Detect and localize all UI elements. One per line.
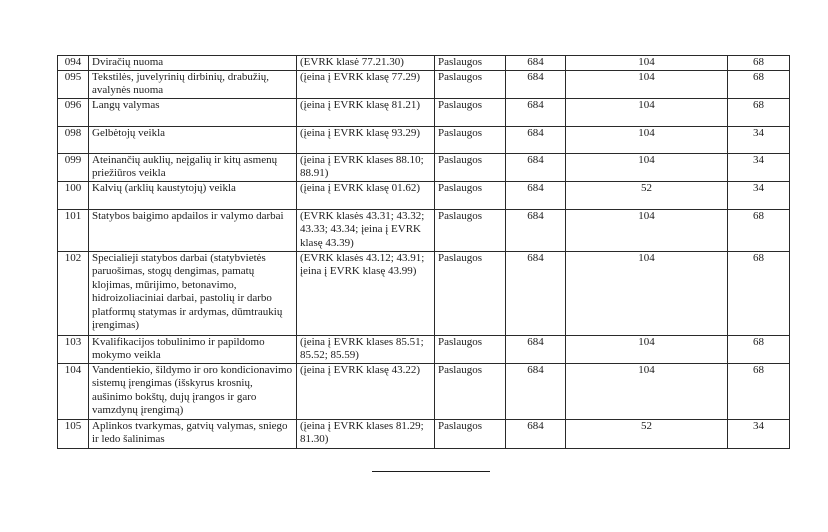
signature-line	[372, 471, 490, 472]
cell-value-a: 684	[505, 250, 566, 336]
cell-value-c: 68	[727, 69, 790, 99]
table-row: 100 Kalvių (arklių kaustytojų) veikla (įei…	[57, 180, 790, 210]
table-row: 103 Kvalifikacijos tobulinimo ir papildom…	[57, 334, 790, 364]
table-row: 102 Specialieji statybos darbai (statybvi…	[57, 250, 790, 336]
cell-value-c: 68	[727, 362, 790, 420]
cell-category: Paslaugos	[434, 418, 506, 449]
cell-value-c: 34	[727, 418, 790, 449]
cell-code: 101	[57, 208, 89, 252]
cell-activity: Gelbėtojų veikla	[88, 125, 297, 154]
cell-evrk-class: (EVRK klasės 43.12; 43.91; įeina į EVRK …	[296, 250, 435, 336]
cell-value-c: 68	[727, 97, 790, 127]
cell-category: Paslaugos	[434, 152, 506, 182]
cell-category: Paslaugos	[434, 69, 506, 99]
cell-value-a: 684	[505, 69, 566, 99]
cell-activity: Aplinkos tvarkymas, gatvių valymas, snie…	[88, 418, 297, 449]
cell-value-c: 34	[727, 180, 790, 210]
cell-activity: Kalvių (arklių kaustytojų) veikla	[88, 180, 297, 210]
cell-value-c: 68	[727, 250, 790, 336]
cell-value-c: 34	[727, 125, 790, 154]
cell-activity: Ateinančių auklių, neįgalių ir kitų asme…	[88, 152, 297, 182]
cell-value-b: 104	[565, 69, 728, 99]
cell-code: 105	[57, 418, 89, 449]
cell-evrk-class: (EVRK klasės 43.31; 43.32; 43.33; 43.34;…	[296, 208, 435, 252]
cell-value-b: 104	[565, 97, 728, 127]
cell-category: Paslaugos	[434, 250, 506, 336]
cell-activity: Statybos baigimo apdailos ir valymo darb…	[88, 208, 297, 252]
cell-value-b: 104	[565, 250, 728, 336]
cell-value-b: 104	[565, 334, 728, 364]
table-row: 104 Vandentiekio, šildymo ir oro kondicio…	[57, 362, 790, 420]
cell-value-c: 68	[727, 208, 790, 252]
cell-value-b: 52	[565, 418, 728, 449]
cell-evrk-class: (įeina į EVRK klases 88.10; 88.91)	[296, 152, 435, 182]
cell-code: 094	[57, 55, 89, 71]
cell-value-b: 104	[565, 208, 728, 252]
table-row: 096 Langų valymas (įeina į EVRK klasę 81.2…	[57, 97, 790, 127]
cell-value-a: 684	[505, 125, 566, 154]
cell-value-b: 104	[565, 55, 728, 71]
cell-evrk-class: (įeina į EVRK klasę 81.21)	[296, 97, 435, 127]
cell-activity: Vandentiekio, šildymo ir oro kondicionav…	[88, 362, 297, 420]
cell-category: Paslaugos	[434, 55, 506, 71]
cell-value-a: 684	[505, 97, 566, 127]
cell-evrk-class: (įeina į EVRK klases 81.29; 81.30)	[296, 418, 435, 449]
table-row: 101 Statybos baigimo apdailos ir valymo d…	[57, 208, 790, 252]
table-row: 099 Ateinančių auklių, neįgalių ir kitų a…	[57, 152, 790, 182]
cell-code: 104	[57, 362, 89, 420]
cell-evrk-class: (įeina į EVRK klasę 01.62)	[296, 180, 435, 210]
cell-value-b: 104	[565, 152, 728, 182]
cell-category: Paslaugos	[434, 362, 506, 420]
cell-code: 095	[57, 69, 89, 99]
cell-code: 099	[57, 152, 89, 182]
cell-value-a: 684	[505, 362, 566, 420]
cell-value-b: 104	[565, 125, 728, 154]
cell-evrk-class: (įeina į EVRK klases 85.51; 85.52; 85.59…	[296, 334, 435, 364]
cell-code: 103	[57, 334, 89, 364]
table-row: 094 Dviračių nuoma (EVRK klasė 77.21.30) Pa…	[57, 55, 790, 71]
cell-value-a: 684	[505, 418, 566, 449]
cell-evrk-class: (EVRK klasė 77.21.30)	[296, 55, 435, 71]
cell-value-a: 684	[505, 180, 566, 210]
cell-value-c: 68	[727, 55, 790, 71]
cell-value-b: 104	[565, 362, 728, 420]
cell-category: Paslaugos	[434, 125, 506, 154]
activities-table: 094 Dviračių nuoma (EVRK klasė 77.21.30) Pa…	[57, 55, 790, 449]
table-row: 095 Tekstilės, juvelyrinių dirbinių, drab…	[57, 69, 790, 99]
cell-activity: Kvalifikacijos tobulinimo ir papildomo m…	[88, 334, 297, 364]
cell-code: 096	[57, 97, 89, 127]
cell-value-a: 684	[505, 334, 566, 364]
table-row: 098 Gelbėtojų veikla (įeina į EVRK klasę 9…	[57, 125, 790, 154]
cell-activity: Langų valymas	[88, 97, 297, 127]
cell-activity: Dviračių nuoma	[88, 55, 297, 71]
cell-code: 100	[57, 180, 89, 210]
cell-category: Paslaugos	[434, 334, 506, 364]
cell-code: 102	[57, 250, 89, 336]
cell-category: Paslaugos	[434, 208, 506, 252]
cell-value-a: 684	[505, 55, 566, 71]
cell-activity: Tekstilės, juvelyrinių dirbinių, drabuži…	[88, 69, 297, 99]
cell-value-c: 34	[727, 152, 790, 182]
table-body: 094 Dviračių nuoma (EVRK klasė 77.21.30) Pa…	[57, 55, 790, 449]
table-row: 105 Aplinkos tvarkymas, gatvių valymas, s…	[57, 418, 790, 449]
cell-value-b: 52	[565, 180, 728, 210]
cell-category: Paslaugos	[434, 180, 506, 210]
cell-category: Paslaugos	[434, 97, 506, 127]
cell-code: 098	[57, 125, 89, 154]
cell-evrk-class: (įeina į EVRK klasę 77.29)	[296, 69, 435, 99]
cell-activity: Specialieji statybos darbai (statybvietė…	[88, 250, 297, 336]
cell-evrk-class: (įeina į EVRK klasę 43.22)	[296, 362, 435, 420]
cell-evrk-class: (įeina į EVRK klasę 93.29)	[296, 125, 435, 154]
cell-value-c: 68	[727, 334, 790, 364]
cell-value-a: 684	[505, 152, 566, 182]
cell-value-a: 684	[505, 208, 566, 252]
